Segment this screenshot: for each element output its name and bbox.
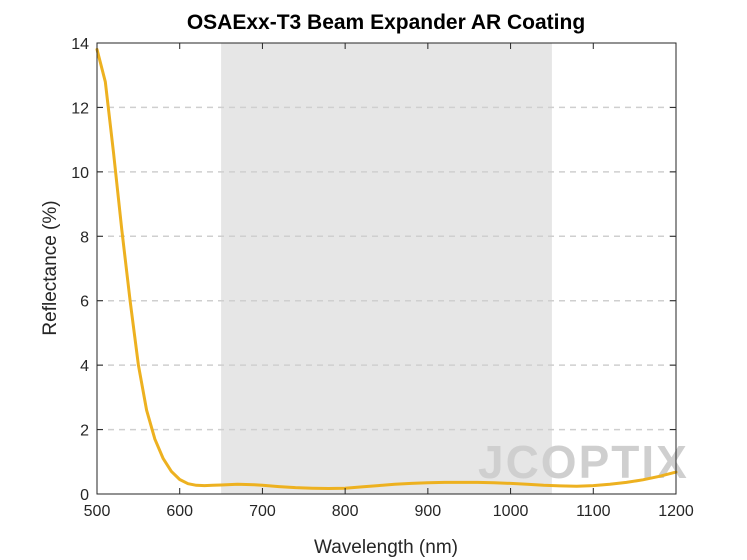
y-tick-labels: 0 2 4 6 8 10 12 14 [71, 36, 89, 504]
y-tick-label-3: 6 [80, 294, 89, 311]
x-tick-label-3: 800 [332, 503, 359, 520]
shaded-band [221, 43, 552, 494]
x-axis-label: Wavelength (nm) [314, 537, 458, 558]
y-tick-label-7: 14 [71, 36, 89, 53]
watermark: JCOPTIX [478, 436, 689, 488]
x-tick-label-1: 600 [166, 503, 193, 520]
data-series-line [95, 47, 678, 490]
x-tick-label-5: 1000 [493, 503, 529, 520]
grid [97, 106, 676, 431]
x-tick-label-0: 500 [84, 503, 111, 520]
x-tick-label-4: 900 [415, 503, 442, 520]
x-tick-label-2: 700 [249, 503, 276, 520]
chart-title: OSAExx-T3 Beam Expander AR Coating [187, 11, 585, 34]
y-tick-label-1: 2 [80, 423, 89, 440]
y-tick-label-5: 10 [71, 165, 89, 182]
y-axis-label: Reflectance (%) [40, 200, 61, 335]
plot-frame [96, 42, 677, 495]
y-tick-label-4: 8 [80, 229, 89, 246]
y-tick-label-0: 0 [80, 487, 89, 504]
axis-ticks [96, 42, 677, 495]
x-tick-label-6: 1100 [576, 503, 611, 520]
x-tick-label-7: 1200 [658, 503, 694, 520]
y-tick-label-6: 12 [71, 100, 89, 117]
x-tick-labels: 500 600 700 800 900 1000 1100 1200 [84, 503, 694, 520]
y-tick-label-2: 4 [80, 358, 89, 375]
